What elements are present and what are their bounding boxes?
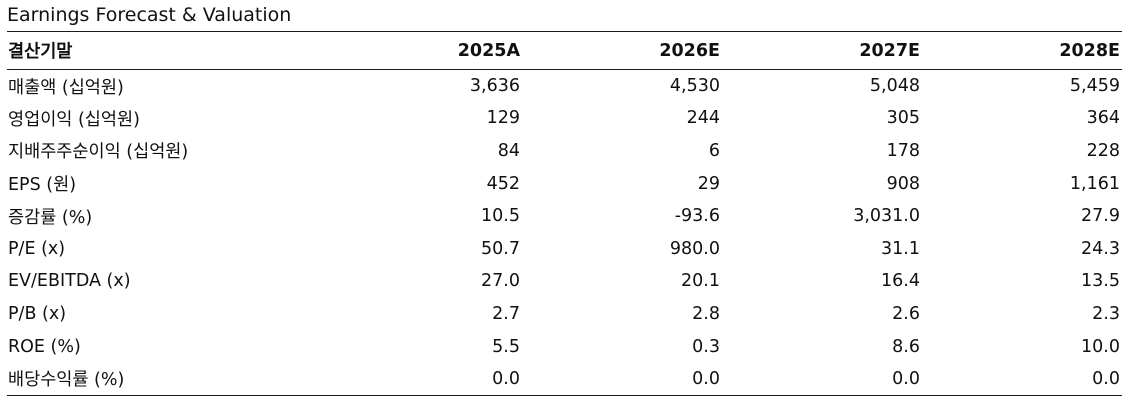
cell-value: 452 [486,173,520,194]
cell-value: 4,530 [669,76,720,97]
cell-value: 129 [486,108,520,129]
table-row-dividend-yield: 배당수익률 (%) 0.0 0.0 0.0 0.0 [7,362,1122,396]
cell-value: 364 [1086,108,1120,129]
cell-value: 27.0 [481,271,520,292]
row-label: 배당수익률 (%) [7,362,322,396]
cell-value: 2.6 [892,303,920,324]
cell-value: 8.6 [892,336,920,357]
cell-value: 20.1 [681,271,720,292]
cell-value: 908 [886,173,920,194]
earnings-table: 결산기말 2025A 2026E 2027E 2028E 매출액 (십억원) 3… [7,31,1122,396]
cell-value: 6 [708,140,720,161]
header-year-2028e: 2028E [922,31,1122,70]
cell-value: 84 [497,140,520,161]
table-row-revenue: 매출액 (십억원) 3,636 4,530 5,048 5,459 [7,70,1122,103]
cell-value: 228 [1086,140,1120,161]
table-row-ev-ebitda: EV/EBITDA (x) 27.0 20.1 16.4 13.5 [7,265,1122,298]
table-row-eps: EPS (원) 452 29 908 1,161 [7,167,1122,200]
cell-value: 1,161 [1069,173,1120,194]
table-header: 결산기말 2025A 2026E 2027E 2028E [7,31,1122,70]
table-row-pe: P/E (x) 50.7 980.0 31.1 24.3 [7,232,1122,265]
table-row-roe: ROE (%) 5.5 0.3 8.6 10.0 [7,330,1122,363]
row-label: 영업이익 (십억원) [8,109,140,130]
table-title: Earnings Forecast & Valuation [7,4,292,26]
cell-value: 2.8 [692,303,720,324]
row-label: P/E (x) [8,238,66,259]
cell-value: 27.9 [1081,206,1120,227]
header-year-2027e: 2027E [722,31,922,70]
cell-value: 31.1 [881,238,920,259]
table-body: 매출액 (십억원) 3,636 4,530 5,048 5,459 영업이익 (… [7,70,1122,396]
header-year-2026e: 2026E [522,31,722,70]
cell-value: 980.0 [669,238,720,259]
header-period-label: 결산기말 [7,31,322,70]
cell-value: 3,031.0 [853,206,920,227]
cell-value: 10.0 [1081,336,1120,357]
cell-value: 0.0 [522,362,722,396]
cell-value: 0.0 [922,362,1122,396]
header-row: 결산기말 2025A 2026E 2027E 2028E [7,31,1122,70]
row-label: P/B (x) [8,303,67,324]
row-label: EV/EBITDA (x) [8,271,131,292]
cell-value: 5,048 [869,76,920,97]
cell-value: 2.7 [492,303,520,324]
cell-value: 24.3 [1081,238,1120,259]
cell-value: 16.4 [881,271,920,292]
cell-value: 2.3 [1092,303,1120,324]
cell-value: -93.6 [674,206,720,227]
row-label: EPS (원) [8,175,77,196]
row-label: 지배주주순이익 (십억원) [8,142,189,163]
cell-value: 50.7 [481,238,520,259]
table-row-net-income: 지배주주순이익 (십억원) 84 6 178 228 [7,135,1122,168]
header-year-2025a: 2025A [322,31,522,70]
cell-value: 244 [686,108,720,129]
cell-value: 5,459 [1069,76,1120,97]
row-label: 매출액 (십억원) [8,77,124,98]
row-label: 증감률 (%) [8,207,93,228]
cell-value: 178 [886,140,920,161]
cell-value: 10.5 [481,206,520,227]
cell-value: 3,636 [469,76,520,97]
cell-value: 0.0 [722,362,922,396]
table-row-growth-rate: 증감률 (%) 10.5 -93.6 3,031.0 27.9 [7,200,1122,233]
cell-value: 0.3 [692,336,720,357]
cell-value: 5.5 [492,336,520,357]
cell-value: 305 [886,108,920,129]
table-row-pb: P/B (x) 2.7 2.8 2.6 2.3 [7,298,1122,331]
cell-value: 29 [697,173,720,194]
cell-value: 13.5 [1081,271,1120,292]
row-label: ROE (%) [8,336,81,357]
cell-value: 0.0 [322,362,522,396]
table-row-operating-profit: 영업이익 (십억원) 129 244 305 364 [7,102,1122,135]
